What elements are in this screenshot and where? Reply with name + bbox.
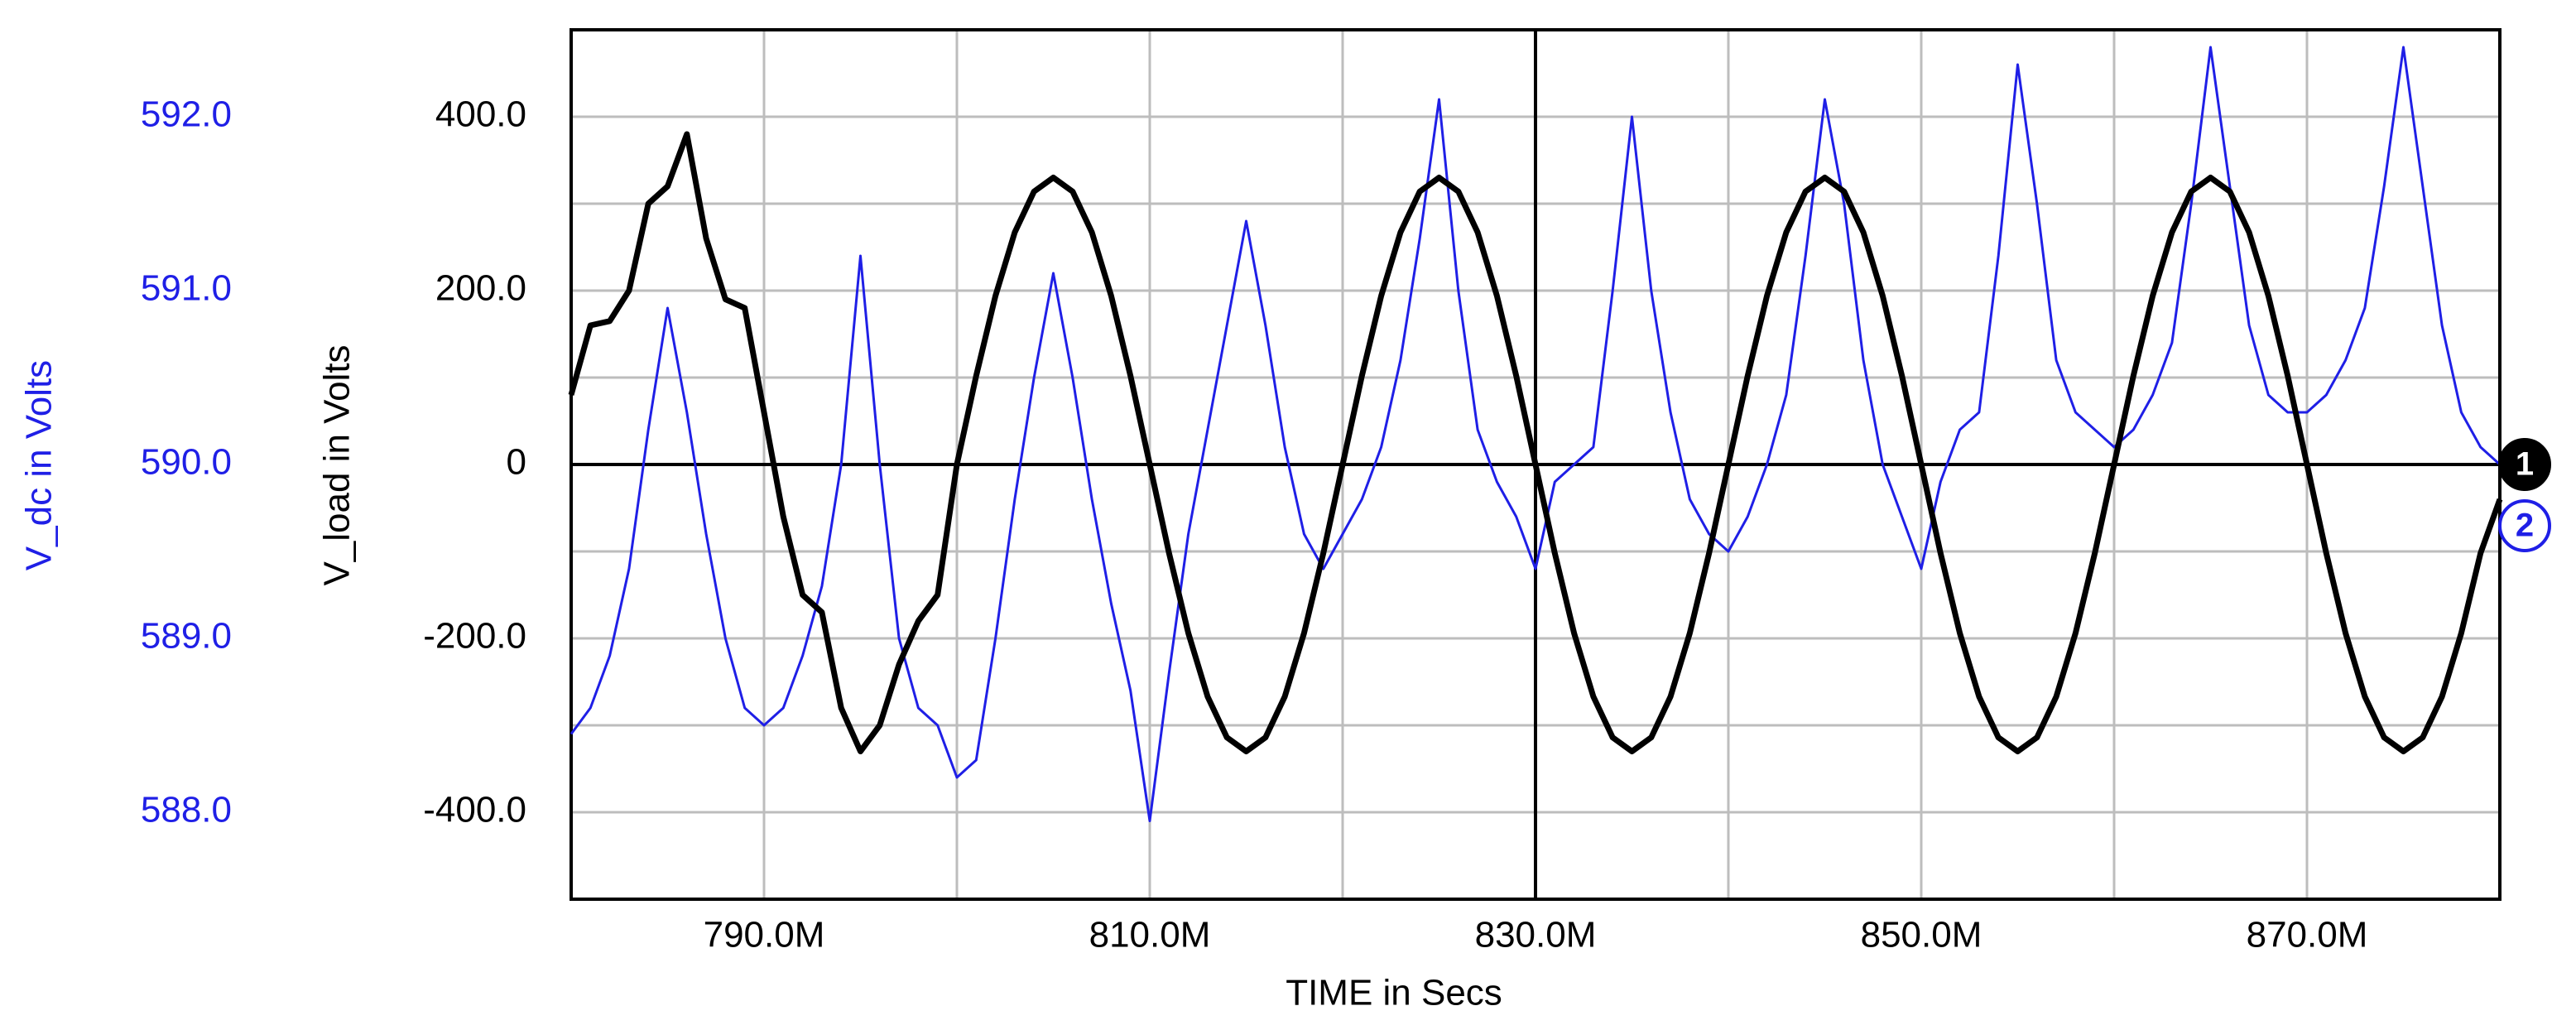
series-line xyxy=(570,46,2502,822)
x-tick-label: 810.0M xyxy=(1089,915,1211,955)
y-tick-label: 400.0 xyxy=(435,94,526,135)
x-tick-label: 830.0M xyxy=(1475,915,1597,955)
x-tick-label: 870.0M xyxy=(2247,915,2368,955)
y-tick-label: 200.0 xyxy=(435,268,526,309)
y-tick-label: -200.0 xyxy=(423,616,526,657)
trace-marker-label: 1 xyxy=(2516,446,2534,483)
x-tick-label: 850.0M xyxy=(1861,915,1982,955)
y2-tick-label: 590.0 xyxy=(141,442,232,483)
x-axis-title: TIME in Secs xyxy=(1286,973,1502,1013)
trace-marker-label: 2 xyxy=(2516,508,2534,544)
trace-marker xyxy=(2498,499,2551,552)
y2-tick-label: 588.0 xyxy=(141,790,232,830)
y-tick-label: -400.0 xyxy=(423,790,526,830)
series-line xyxy=(568,131,2503,754)
y2-tick-label: 589.0 xyxy=(141,616,232,657)
y2-axis-title: V_dc in Volts xyxy=(19,360,60,570)
y-axis-title: V_load in Volts xyxy=(317,344,358,585)
x-tick-label: 790.0M xyxy=(704,915,825,955)
trace-marker xyxy=(2498,438,2551,491)
y-tick-label: 0 xyxy=(507,442,526,483)
y2-tick-label: 592.0 xyxy=(141,94,232,135)
y2-tick-label: 591.0 xyxy=(141,268,232,309)
